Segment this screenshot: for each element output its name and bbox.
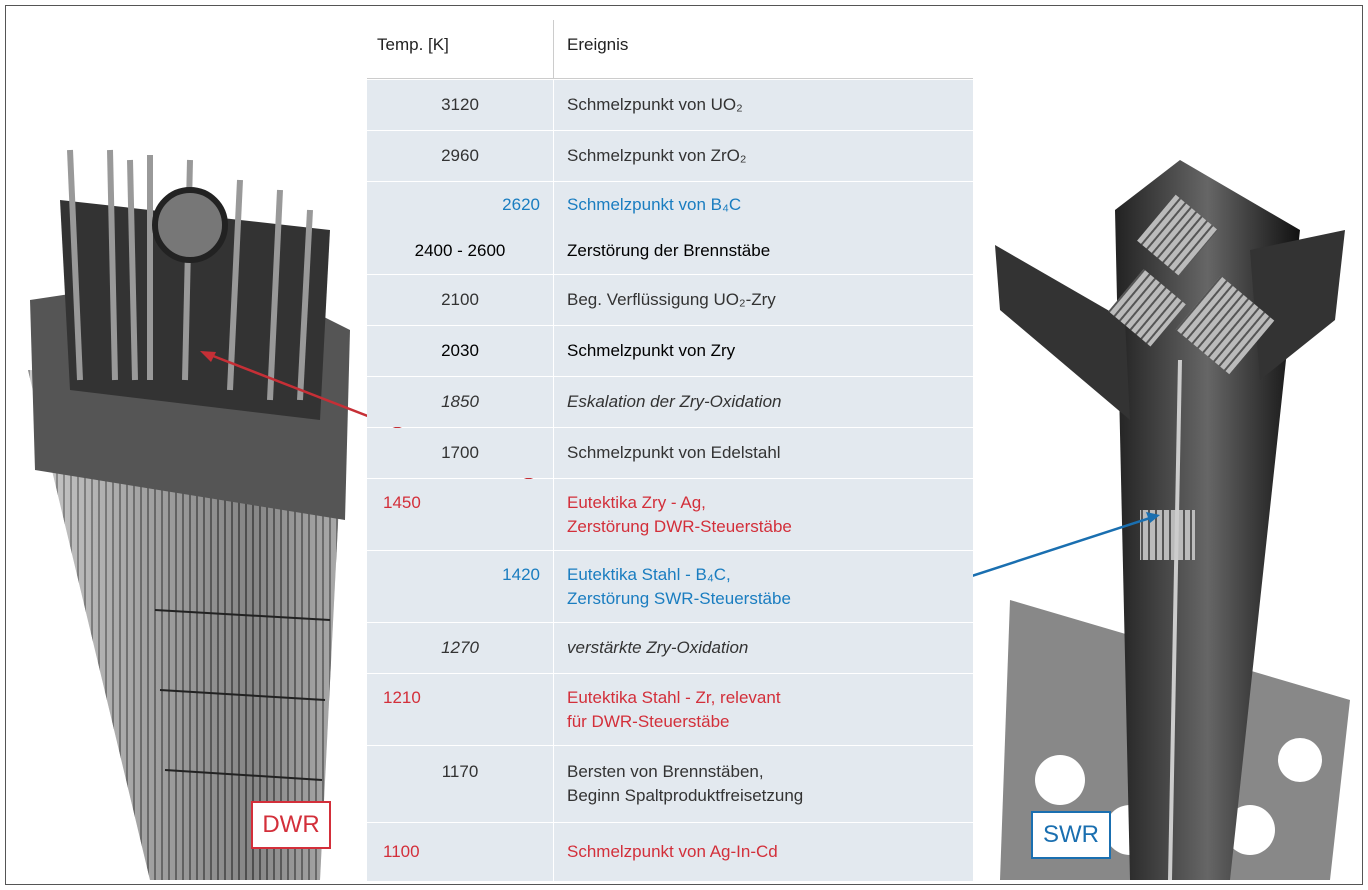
table-row	[367, 479, 973, 550]
table-row	[367, 623, 973, 673]
column-divider	[553, 428, 554, 478]
column-divider	[553, 326, 554, 376]
event: Eskalation der Zry-Oxidation	[567, 392, 782, 411]
column-divider	[553, 623, 554, 673]
event: Schmelzpunkt von Zry	[567, 341, 736, 360]
event: Schmelzpunkt von B₄C	[567, 195, 742, 214]
event: Schmelzpunkt von UO₂	[567, 95, 743, 114]
temperature: 1450	[383, 492, 421, 512]
table-row	[367, 275, 973, 325]
temperature: 1210	[383, 687, 421, 707]
table-row	[367, 746, 973, 822]
header-cell: Temp. [K]	[377, 35, 449, 54]
event: verstärkte Zry-Oxidation	[567, 638, 749, 657]
header-cell: Ereignis	[567, 35, 629, 54]
column-divider	[553, 20, 554, 78]
dwr-photo	[28, 149, 350, 880]
event: Beg. Verflüssigung UO₂-Zry	[567, 290, 776, 309]
column-divider	[553, 479, 554, 550]
table-row	[367, 823, 973, 881]
event: Beginn Spaltproduktfreisetzung	[567, 786, 804, 805]
table-row	[367, 674, 973, 745]
temperature: 2100	[441, 290, 479, 309]
event: Schmelzpunkt von ZrO₂	[567, 146, 747, 165]
temperature: 1270	[441, 638, 479, 657]
temperature: 1700	[441, 443, 479, 462]
event: Eutektika Zry - Ag,	[567, 492, 706, 512]
column-divider	[553, 182, 554, 274]
table-row	[367, 80, 973, 130]
column-divider	[553, 746, 554, 822]
table-row	[367, 326, 973, 376]
table-row	[367, 131, 973, 181]
event: Eutektika Stahl - B₄C,	[567, 564, 731, 584]
column-divider	[553, 551, 554, 622]
column-divider	[553, 674, 554, 745]
table-row	[367, 428, 973, 478]
frame	[5, 5, 1363, 885]
table-row	[367, 182, 973, 274]
table-header-bg	[367, 20, 973, 79]
event: für DWR-Steuerstäbe	[567, 711, 730, 731]
temperature: 1850	[441, 392, 479, 411]
temperature: 1170	[441, 762, 479, 781]
column-divider	[553, 823, 554, 881]
swr-photo	[995, 160, 1350, 881]
event: Zerstörung SWR-Steuerstäbe	[567, 588, 791, 608]
temperature: 2620	[502, 195, 540, 214]
event: Schmelzpunkt von Ag-In-Cd	[567, 842, 778, 861]
event: Zerstörung der Brennstäbe	[567, 241, 771, 260]
temperature: 2030	[441, 341, 479, 360]
column-divider	[553, 377, 554, 427]
event: Eutektika Stahl - Zr, relevant	[567, 687, 781, 707]
temperature: 3120	[441, 95, 479, 114]
column-divider	[553, 275, 554, 325]
event: Bersten von Brennstäben,	[567, 762, 764, 781]
temperature: 2960	[441, 146, 479, 165]
column-divider	[553, 131, 554, 181]
column-divider	[553, 80, 554, 130]
table-row	[367, 551, 973, 622]
swr-label: SWR	[1031, 811, 1111, 859]
temperature: 1100	[383, 842, 420, 861]
event: Zerstörung DWR-Steuerstäbe	[567, 516, 792, 536]
table-row	[367, 377, 973, 427]
temperature: 1420	[502, 564, 540, 584]
temperature: 2400 - 2600	[414, 241, 506, 260]
dwr-label: DWR	[251, 801, 331, 849]
event: Schmelzpunkt von Edelstahl	[567, 443, 781, 462]
